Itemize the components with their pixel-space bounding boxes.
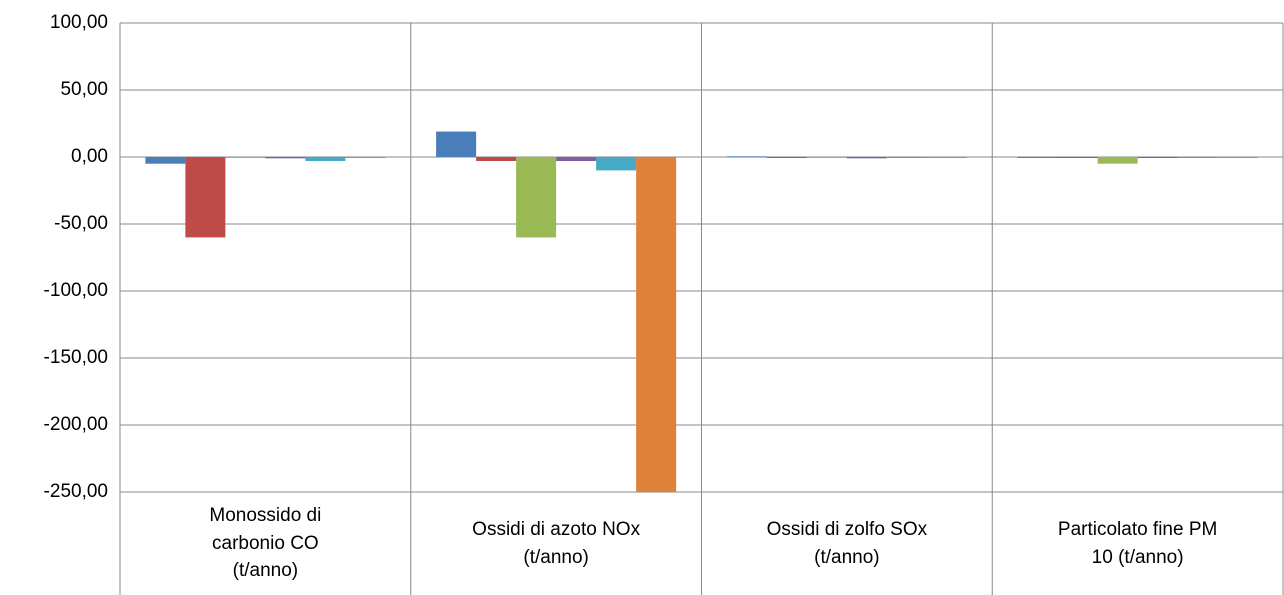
bar <box>886 157 927 158</box>
bar <box>145 157 186 164</box>
bar <box>516 157 557 238</box>
bar <box>1217 157 1258 158</box>
bar <box>1137 157 1178 158</box>
bar <box>345 157 386 158</box>
bar <box>265 157 306 159</box>
bar <box>225 157 266 158</box>
y-tick-label: 50,00 <box>60 79 108 100</box>
y-tick-label: -100,00 <box>44 280 108 301</box>
x-tick-label: Ossidi di azoto NOx (t/anno) <box>472 519 641 568</box>
y-tick-label: 0,00 <box>71 146 108 167</box>
bar <box>1017 157 1058 158</box>
bar <box>1097 157 1138 164</box>
bar <box>1057 157 1098 158</box>
y-tick-label: -250,00 <box>44 481 108 502</box>
bar <box>766 157 807 158</box>
bar <box>556 157 597 162</box>
y-tick-label: -150,00 <box>44 347 108 368</box>
x-tick-label: Monossido di carbonio CO (t/anno) <box>209 505 322 582</box>
bar <box>185 157 226 238</box>
x-tick-label: Ossidi di zolfo SOx (t/anno) <box>766 519 928 568</box>
y-tick-label: -50,00 <box>54 213 108 234</box>
bar <box>476 157 517 162</box>
bar <box>726 156 767 158</box>
y-tick-label: -200,00 <box>44 414 108 435</box>
bar <box>846 157 887 159</box>
bar <box>305 157 346 162</box>
bar <box>596 157 637 171</box>
bar <box>926 157 967 158</box>
bar <box>1177 157 1218 158</box>
bar <box>436 131 477 157</box>
x-tick-label: Particolato fine PM 10 (t/anno) <box>1057 519 1218 568</box>
y-tick-label: 100,00 <box>50 12 108 33</box>
bar <box>636 157 677 492</box>
bar <box>806 157 847 158</box>
